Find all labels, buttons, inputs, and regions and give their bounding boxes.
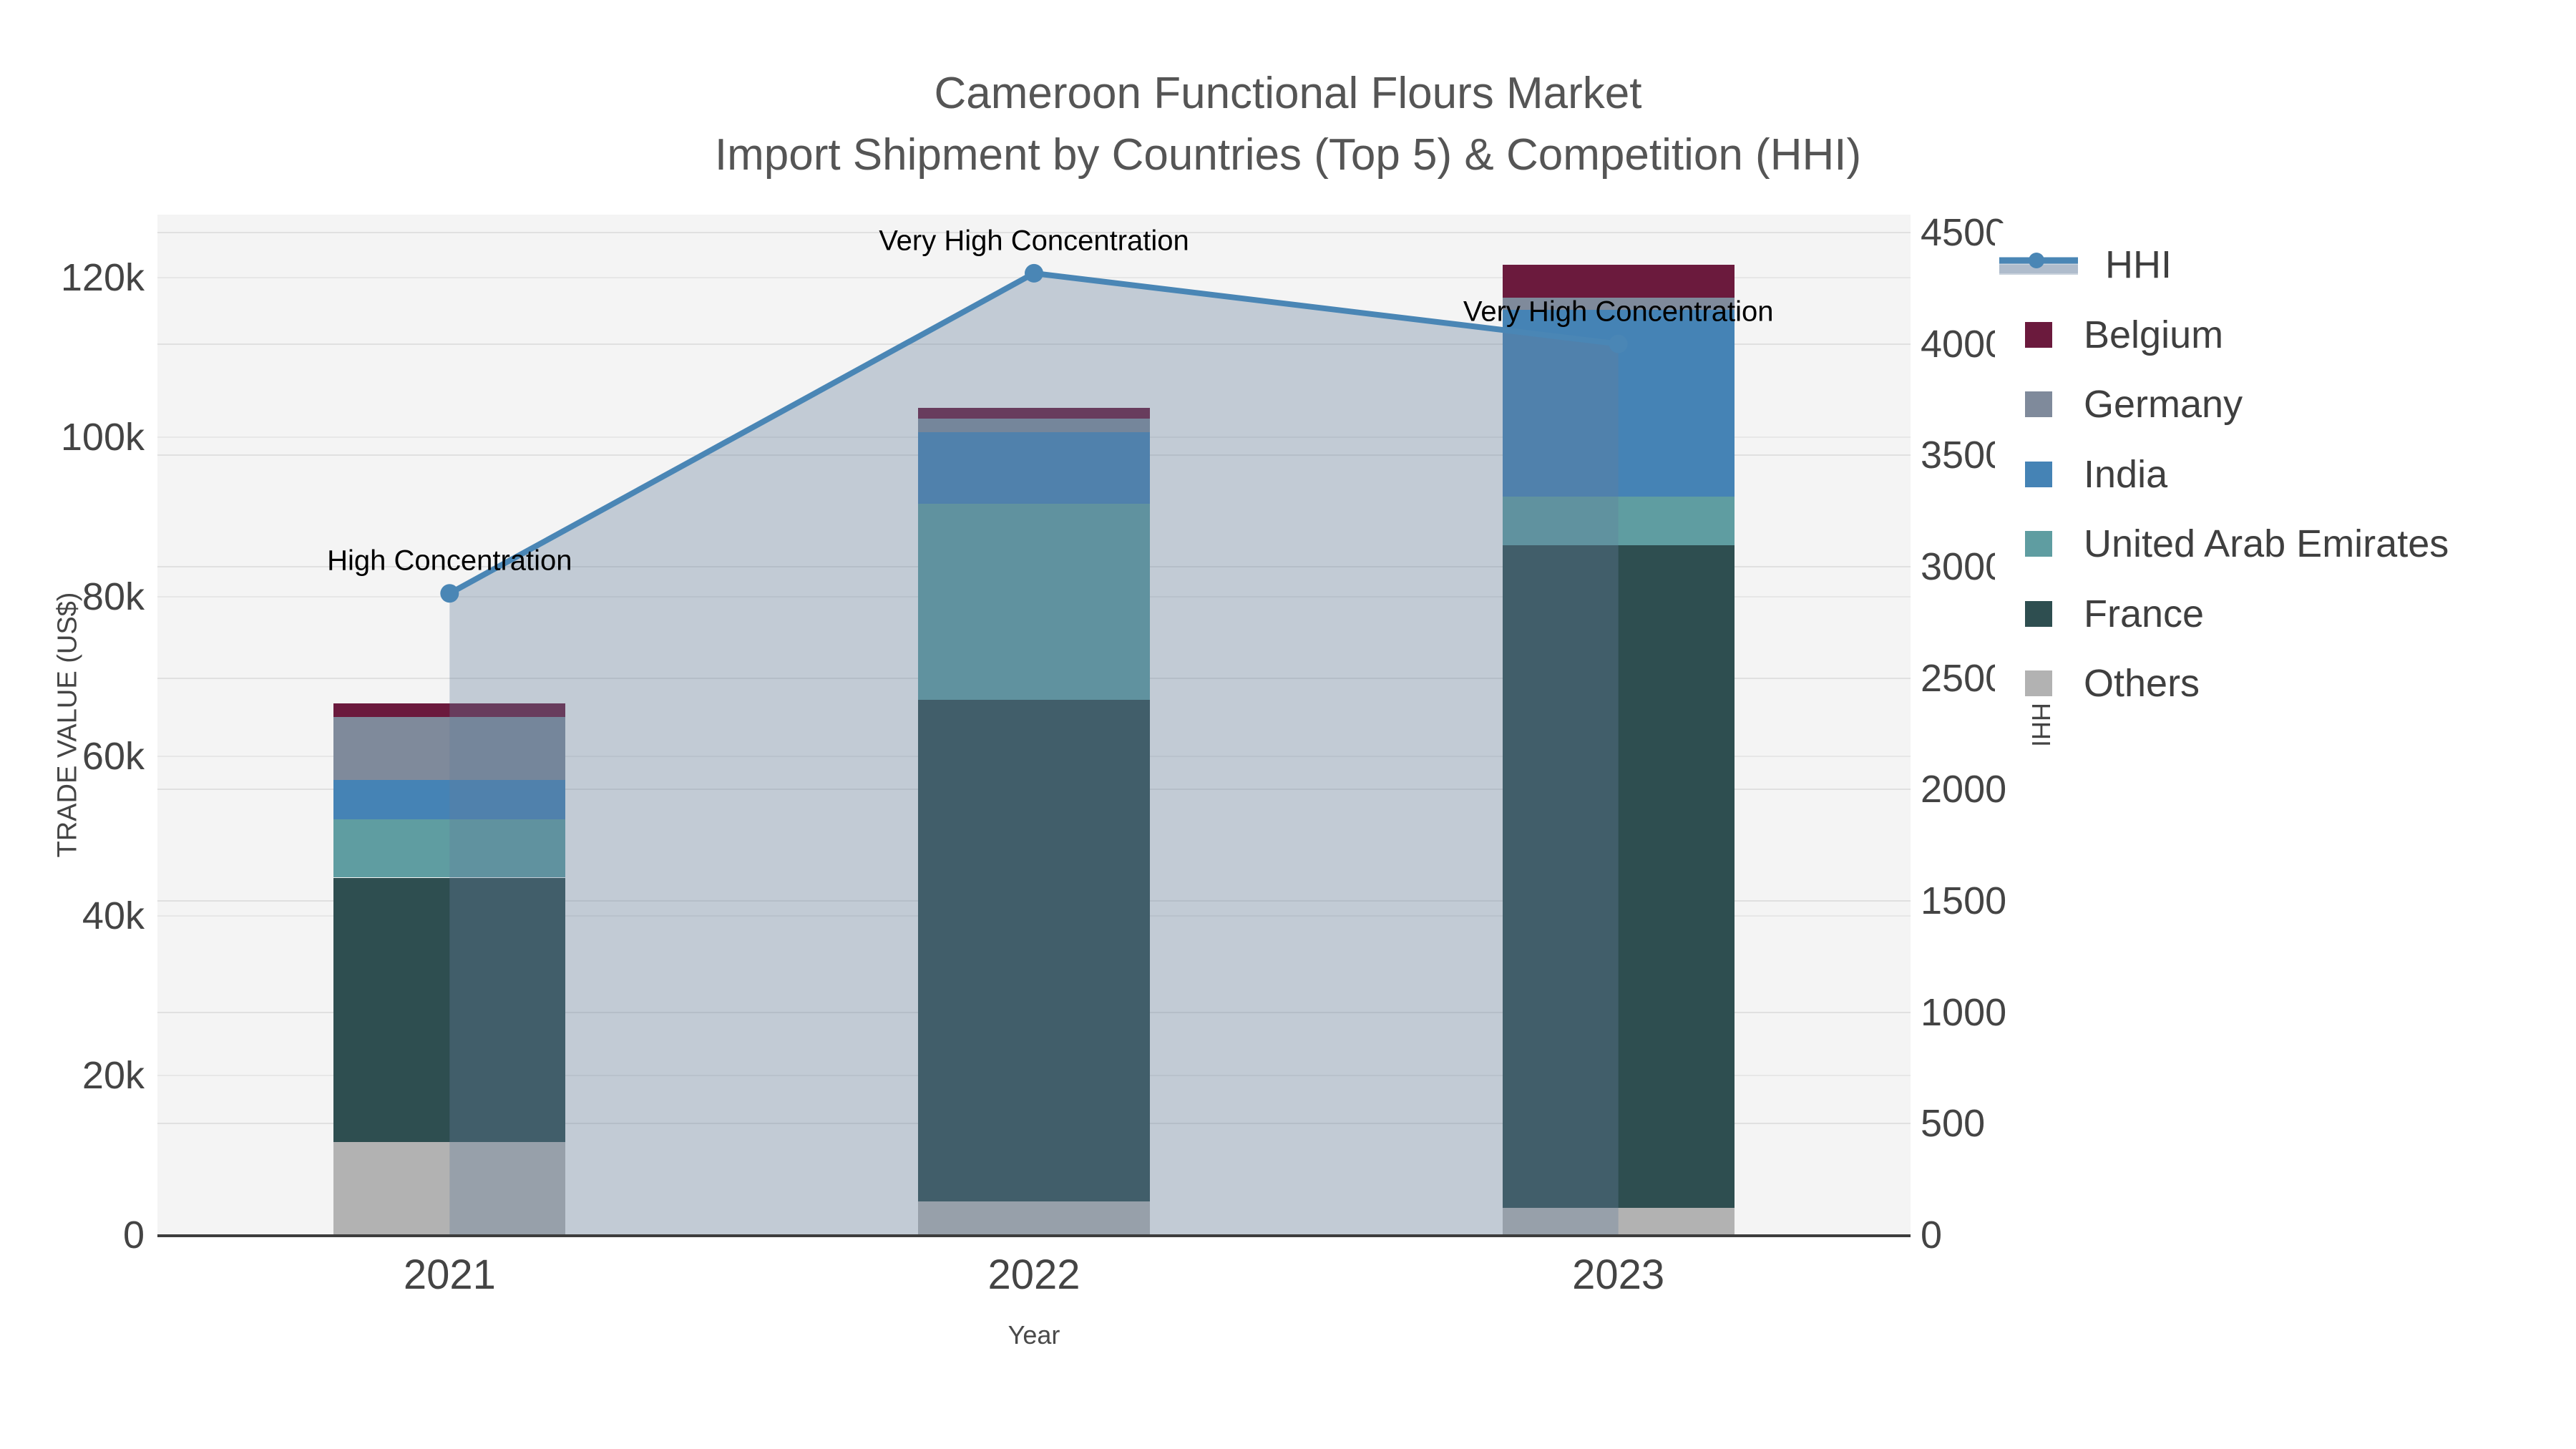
bar-segment-france[interactable] bbox=[1502, 545, 1735, 1209]
annotation-2023: Very High Concentration bbox=[1463, 296, 1774, 328]
x-tick-2021: 2021 bbox=[403, 1252, 496, 1298]
x-axis-title: Year bbox=[1008, 1320, 1060, 1350]
y-left-tick: 120k bbox=[60, 256, 145, 300]
bar-segment-belgium[interactable] bbox=[1502, 265, 1735, 298]
plot-area[interactable]: High Concentration Very High Concentratio… bbox=[157, 215, 1911, 1235]
y-right-axis-title: HHI bbox=[2026, 703, 2056, 747]
bar-segment-others[interactable] bbox=[333, 1141, 566, 1235]
y-right-tick: 3500 bbox=[1921, 434, 2007, 477]
x-tick-2022: 2022 bbox=[987, 1252, 1080, 1298]
x-axis-line bbox=[157, 1234, 1911, 1237]
y-right-tick: 2500 bbox=[1921, 656, 2007, 700]
y-right-tick: 3000 bbox=[1921, 545, 2007, 588]
legend-label: United Arab Emirates bbox=[2084, 522, 2449, 565]
bar-segment-germany[interactable] bbox=[333, 717, 566, 781]
legend-swatch-france bbox=[2025, 600, 2052, 627]
chart-title-line1: Cameroon Functional Flours Market bbox=[934, 69, 1642, 118]
bar-segment-united-arab-emirates[interactable] bbox=[918, 503, 1150, 700]
y-left-tick: 20k bbox=[82, 1054, 145, 1097]
y-right-tick: 0 bbox=[1921, 1214, 1943, 1257]
legend-swatch-india bbox=[2025, 461, 2052, 487]
hhi-marker[interactable] bbox=[440, 584, 459, 603]
bar-segment-india[interactable] bbox=[333, 780, 566, 820]
legend-swatch-united-arab-emirates bbox=[2025, 531, 2052, 557]
legend-label: France bbox=[2084, 592, 2205, 635]
legend-item-hhi[interactable]: HHI bbox=[1995, 240, 2172, 290]
legend-item-india[interactable]: India bbox=[1995, 449, 2167, 499]
bar-segment-france[interactable] bbox=[333, 877, 566, 1142]
y-left-tick: 80k bbox=[82, 575, 145, 619]
hhi-area-fill bbox=[449, 273, 1619, 1235]
annotations-layer: High Concentration Very High Concentratio… bbox=[157, 215, 1911, 1235]
bar-segment-india[interactable] bbox=[918, 432, 1150, 504]
bar-segment-germany[interactable] bbox=[918, 419, 1150, 433]
hhi-marker[interactable] bbox=[1025, 263, 1043, 283]
bar-segment-france[interactable] bbox=[918, 699, 1150, 1202]
legend-label: HHI bbox=[2105, 243, 2172, 286]
legend-item-germany[interactable]: Germany bbox=[1995, 379, 2243, 429]
y-left-tick: 40k bbox=[82, 894, 145, 938]
bar-segment-germany[interactable] bbox=[1502, 297, 1735, 310]
annotation-2022: Very High Concentration bbox=[879, 225, 1189, 257]
bar-segment-united-arab-emirates[interactable] bbox=[1502, 496, 1735, 545]
hhi-marker[interactable] bbox=[1609, 334, 1628, 353]
legend-swatch-germany bbox=[2025, 391, 2052, 417]
legend-item-united-arab-emirates[interactable]: United Arab Emirates bbox=[1995, 519, 2449, 569]
legend-label: Belgium bbox=[2084, 313, 2224, 356]
x-tick-2023: 2023 bbox=[1572, 1252, 1665, 1298]
y-right-tick: 2000 bbox=[1921, 768, 2007, 811]
bar-segment-others[interactable] bbox=[918, 1201, 1150, 1235]
y-right-tick: 1500 bbox=[1921, 879, 2007, 922]
legend-item-belgium[interactable]: Belgium bbox=[1995, 310, 2223, 360]
bar-segment-others[interactable] bbox=[1502, 1208, 1735, 1235]
legend-item-others[interactable]: Others bbox=[1995, 658, 2200, 708]
bars-layer bbox=[157, 215, 1911, 1235]
chart-title-line2: Import Shipment by Countries (Top 5) & C… bbox=[714, 130, 1862, 180]
bar-segment-belgium[interactable] bbox=[333, 703, 566, 718]
bar-segment-united-arab-emirates[interactable] bbox=[333, 819, 566, 878]
y-left-axis-title: TRADE VALUE (US$) bbox=[52, 592, 83, 858]
y-right-tick: 4000 bbox=[1921, 322, 2007, 366]
y-right-tick: 4500 bbox=[1921, 210, 2007, 254]
gridline-right bbox=[157, 343, 1911, 345]
legend-item-france[interactable]: France bbox=[1995, 589, 2204, 639]
legend: HHI Belgium Germany India United Arab Emirat… bbox=[1995, 223, 2560, 720]
legend-swatch-belgium bbox=[2025, 321, 2052, 348]
y-right-tick: 1000 bbox=[1921, 990, 2007, 1034]
y-left-tick: 100k bbox=[60, 416, 145, 459]
y-right-tick: 500 bbox=[1921, 1102, 1986, 1146]
annotation-2021: High Concentration bbox=[327, 545, 572, 577]
hhi-legend-sample-icon bbox=[1999, 253, 2078, 275]
legend-label: India bbox=[2084, 452, 2168, 496]
y-left-tick: 0 bbox=[122, 1214, 145, 1257]
chart-title: Cameroon Functional Flours Market Import… bbox=[0, 63, 2576, 186]
bar-segment-belgium[interactable] bbox=[918, 407, 1150, 419]
y-left-tick: 60k bbox=[82, 735, 145, 779]
hhi-line-layer bbox=[440, 263, 1628, 1235]
legend-swatch-others bbox=[2025, 670, 2052, 696]
gridline-right bbox=[157, 231, 1911, 233]
legend-label: Others bbox=[2084, 662, 2200, 705]
legend-label: Germany bbox=[2084, 383, 2243, 426]
